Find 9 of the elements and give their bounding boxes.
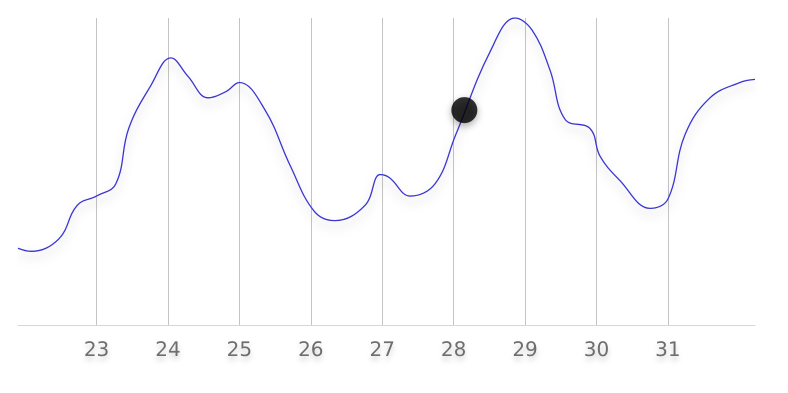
x-tick-label: 29 — [512, 337, 538, 361]
x-tick-label: 24 — [155, 337, 181, 361]
x-tick-label: 26 — [298, 337, 324, 361]
x-tick-label: 28 — [440, 337, 466, 361]
x-tick-label: 27 — [369, 337, 395, 361]
x-tick-label: 25 — [226, 337, 252, 361]
x-tick-label: 23 — [84, 337, 110, 361]
x-tick-label: 31 — [655, 337, 681, 361]
x-tick-label: 30 — [584, 337, 610, 361]
